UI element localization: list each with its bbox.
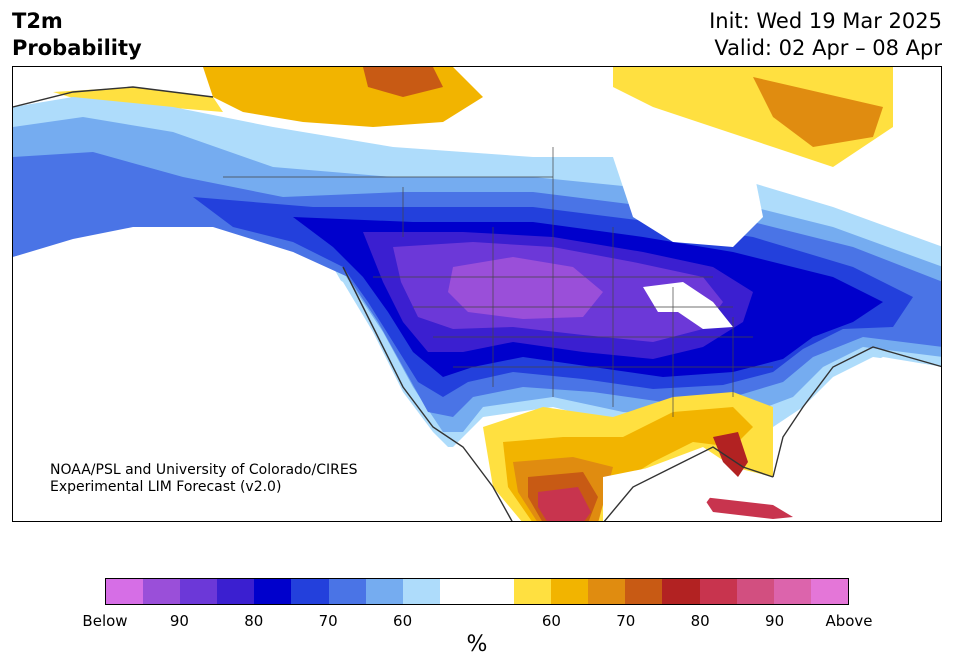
arctic-hot-zone (363, 67, 443, 97)
colorbar-unit-label: % (466, 632, 488, 657)
colorbar-tick-label: Above (825, 612, 873, 630)
title-line-variable: T2m (12, 9, 63, 33)
colorbar-tick-label: 80 (690, 612, 710, 630)
colorbar-cell (625, 579, 663, 604)
pacific-ocean (13, 227, 512, 521)
florida-red-zone (713, 432, 748, 477)
colorbar-cell (143, 579, 181, 604)
coastline (13, 86, 941, 521)
colorbar-cell (254, 579, 292, 604)
probability-map-svg (13, 67, 941, 521)
colorbar-cell (588, 579, 626, 604)
map-title: T2m Probability (12, 8, 142, 62)
colorbar-cell (551, 579, 589, 604)
colorbar-tick-label: 90 (765, 612, 785, 630)
colorbar-cell (662, 579, 700, 604)
colorbar-cell (439, 579, 477, 604)
credit-line-product: Experimental LIM Forecast (v2.0) (50, 479, 282, 495)
atlantic-ocean (783, 357, 941, 521)
colorbar-cell (476, 579, 515, 604)
probability-colorbar (105, 578, 849, 605)
deep-purple-core (448, 257, 603, 319)
colorbar-cell (291, 579, 329, 604)
colorbar-cell (328, 579, 366, 604)
state-borders (223, 147, 773, 417)
colorbar-tick-label: 80 (244, 612, 264, 630)
great-lakes (643, 282, 733, 329)
forecast-dates: Init: Wed 19 Mar 2025 Valid: 02 Apr – 08… (709, 8, 942, 62)
credit-text: NOAA/PSL and University of Colorado/CIRE… (50, 462, 358, 496)
forecast-map: NOAA/PSL and University of Colorado/CIRE… (12, 66, 942, 522)
colorbar-cell (773, 579, 811, 604)
colorbar-cell (514, 579, 552, 604)
colorbar-cell (365, 579, 403, 604)
greenland-orange-zone (753, 77, 883, 147)
mexico-crimson-zone (538, 487, 591, 521)
colorbar-cell (810, 579, 848, 604)
colorbar-tick-label: 70 (318, 612, 338, 630)
colorbar-cell (736, 579, 774, 604)
colorbar-tick-label: 90 (169, 612, 189, 630)
colorbar-tick-label: Below (82, 612, 128, 630)
cuba-crimson-zone (703, 497, 793, 519)
init-date: Init: Wed 19 Mar 2025 (709, 9, 942, 33)
colorbar-cell (180, 579, 218, 604)
colorbar-cell (217, 579, 255, 604)
colorbar-tick-label: 70 (616, 612, 636, 630)
gulf-of-mexico (603, 457, 718, 521)
hudson-bay (613, 147, 763, 247)
colorbar-cell (106, 579, 144, 604)
colorbar-tick-label: 60 (541, 612, 561, 630)
valid-date: Valid: 02 Apr – 08 Apr (714, 36, 942, 60)
colorbar-cell (402, 579, 440, 604)
colorbar-cell (699, 579, 737, 604)
credit-line-org: NOAA/PSL and University of Colorado/CIRE… (50, 462, 358, 478)
colorbar-tick-label: 60 (393, 612, 413, 630)
title-line-metric: Probability (12, 36, 142, 60)
